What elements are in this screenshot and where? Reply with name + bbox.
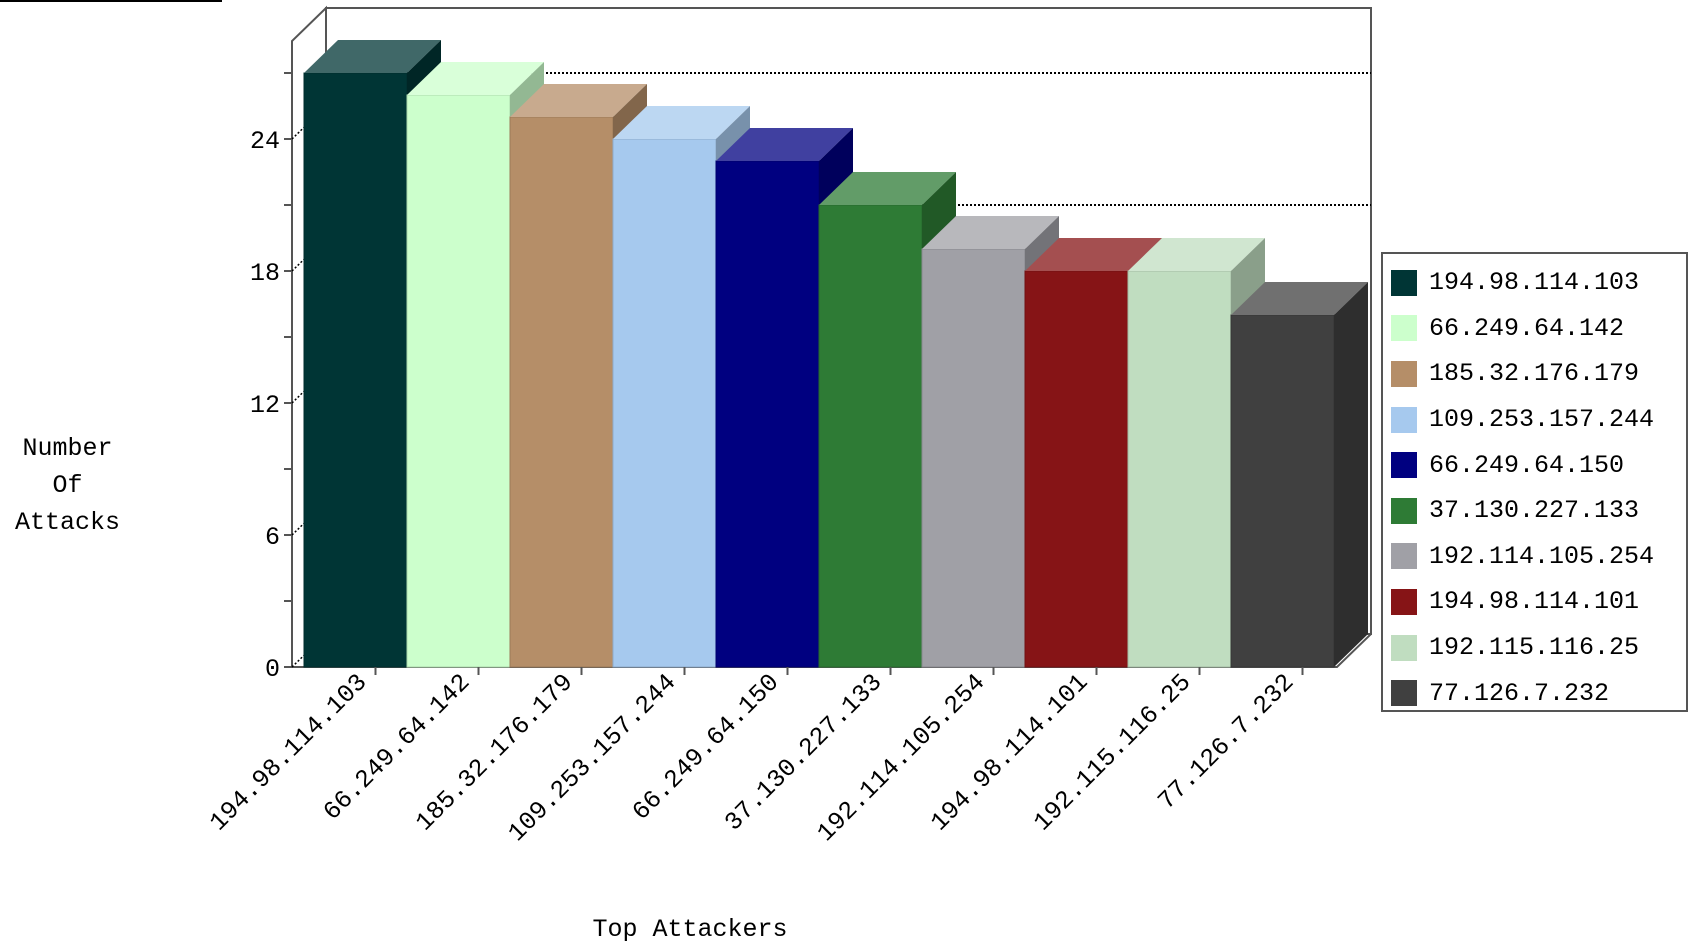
legend-item: 185.32.176.179 [1391, 351, 1686, 397]
bar-side [1334, 282, 1368, 667]
bar-top [922, 216, 1059, 249]
bar [612, 138, 717, 668]
legend-swatch [1391, 680, 1417, 707]
legend-item: 37.130.227.133 [1391, 488, 1686, 534]
bar [715, 160, 820, 668]
legend-label: 185.32.176.179 [1429, 359, 1640, 389]
bar-top [510, 84, 647, 117]
y-tick-label: 0 [265, 655, 280, 684]
bar-top [1128, 238, 1265, 271]
legend-item: 194.98.114.103 [1391, 260, 1686, 306]
top-rule [0, 0, 222, 2]
legend-swatch [1391, 315, 1417, 342]
legend-swatch [1391, 406, 1417, 433]
y-tick-label: 24 [250, 127, 280, 156]
legend-label: 192.115.116.25 [1429, 633, 1640, 663]
y-tick-label: 18 [250, 259, 280, 288]
legend: 194.98.114.103 66.249.64.142 185.32.176.17… [1381, 252, 1688, 712]
legend-swatch [1391, 269, 1417, 296]
legend-item: 192.114.105.254 [1391, 534, 1686, 580]
y-tick-label: 12 [250, 391, 280, 420]
legend-label: 192.114.105.254 [1429, 541, 1655, 571]
legend-label: 194.98.114.101 [1429, 587, 1640, 617]
bar-top [1231, 282, 1368, 315]
bar [1127, 270, 1232, 668]
bar-top [407, 62, 544, 95]
legend-item: 192.115.116.25 [1391, 625, 1686, 671]
legend-swatch [1391, 360, 1417, 387]
legend-label: 194.98.114.103 [1429, 268, 1640, 298]
legend-label: 77.126.7.232 [1429, 678, 1610, 708]
bar [1024, 270, 1129, 668]
x-axis-label: Top Attackers [592, 915, 788, 944]
legend-item: 66.249.64.150 [1391, 442, 1686, 488]
y-tick-label: 6 [265, 523, 280, 552]
legend-item: 109.253.157.244 [1391, 397, 1686, 443]
legend-label: 66.249.64.142 [1429, 313, 1625, 343]
bar-top [304, 40, 441, 73]
x-tick-label: 109.253.157.244 [503, 668, 683, 848]
legend-swatch [1391, 543, 1417, 570]
bar-top [1025, 238, 1162, 271]
bar [921, 248, 1026, 668]
bar-top [613, 106, 750, 139]
bar [303, 72, 408, 668]
bar [818, 204, 923, 668]
legend-swatch [1391, 588, 1417, 615]
legend-label: 66.249.64.150 [1429, 450, 1625, 480]
legend-label: 109.253.157.244 [1429, 405, 1655, 435]
legend-swatch [1391, 634, 1417, 661]
legend-swatch [1391, 452, 1417, 479]
bar-top [819, 172, 956, 205]
y-axis-label: Number Of Attacks [14, 434, 121, 537]
bar [509, 116, 614, 668]
legend-item: 66.249.64.142 [1391, 306, 1686, 352]
legend-item: 77.126.7.232 [1391, 670, 1686, 716]
x-tick-label: 192.114.105.254 [812, 668, 992, 848]
legend-swatch [1391, 497, 1417, 524]
bar [406, 94, 511, 668]
bar [1230, 314, 1335, 668]
legend-item: 194.98.114.101 [1391, 579, 1686, 625]
bar-top [716, 128, 853, 161]
legend-label: 37.130.227.133 [1429, 496, 1640, 526]
